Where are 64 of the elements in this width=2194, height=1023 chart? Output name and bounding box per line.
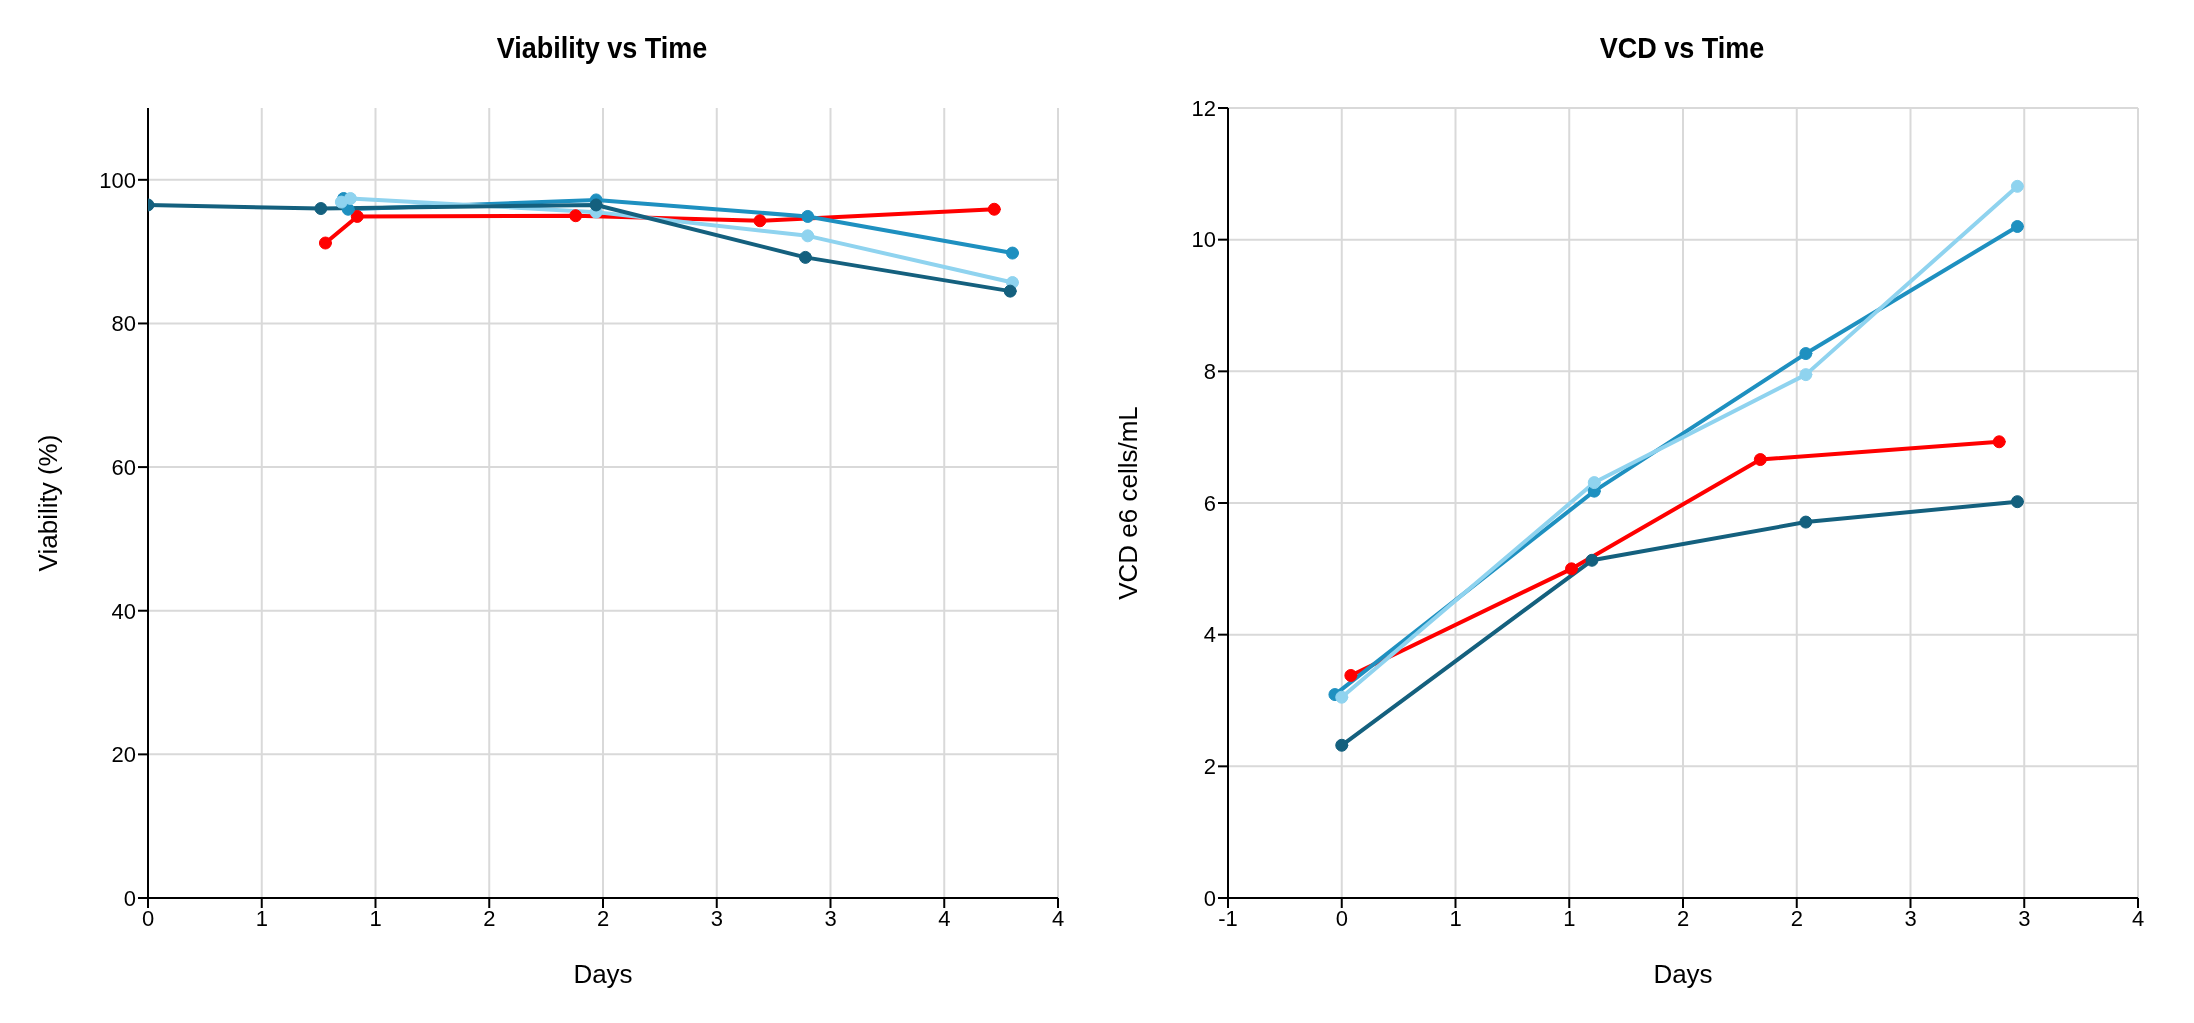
x-tick-label: 4 (1051, 905, 1065, 931)
point (589, 198, 603, 212)
point (343, 191, 357, 205)
x-tick-label: 1 (369, 905, 382, 931)
point (1335, 690, 1349, 704)
point (1565, 562, 1579, 576)
x-tick-label: 4 (938, 905, 951, 931)
point (987, 202, 1001, 216)
y-tick-label: 12 (1191, 95, 1216, 121)
point (1799, 515, 1813, 529)
point (2010, 220, 2024, 233)
point (314, 202, 328, 216)
x-tick-label: 2 (1790, 905, 1803, 931)
x-tick-label: 3 (1904, 905, 1917, 931)
x-tick-label: 2 (1676, 905, 1690, 931)
y-tick-label: 4 (1203, 622, 1216, 648)
x-tick-label: 2 (596, 905, 610, 931)
y-tick-label: 80 (111, 311, 136, 337)
point (350, 209, 364, 223)
x-tick-label: 0 (141, 905, 155, 931)
point (1799, 368, 1813, 382)
point (1344, 668, 1358, 682)
y-tick-label: 10 (1191, 227, 1216, 253)
y-tick-label: 0 (123, 885, 136, 911)
point (318, 236, 332, 250)
y-tick-label: 20 (111, 742, 136, 768)
point (1587, 476, 1601, 490)
x-tick-label: 2 (483, 905, 496, 931)
y-tick-label: 0 (1203, 885, 1216, 911)
y-axis-title: Viability (%) (33, 434, 64, 572)
x-axis-title: Days (573, 959, 633, 989)
x-tick-label: 3 (824, 905, 837, 931)
point (1992, 435, 2006, 449)
x-tick-label: 1 (255, 905, 268, 931)
point (1335, 738, 1349, 752)
x-tick-label: 1 (1449, 905, 1462, 931)
point (753, 214, 767, 228)
y-tick-label: 40 (111, 598, 136, 624)
y-tick-label: 100 (99, 167, 136, 193)
point (569, 209, 583, 223)
point (1006, 246, 1019, 260)
x-tick-label: 0 (1335, 905, 1348, 931)
point (2010, 495, 2024, 509)
point (801, 209, 815, 223)
x-tick-label: 4 (2131, 905, 2145, 931)
point (798, 250, 812, 264)
chart-title: Viability vs Time (495, 30, 709, 66)
chart-title: VCD vs Time (1598, 30, 1766, 66)
y-axis-title: VCD e6 cells/mL (1113, 406, 1144, 600)
x-tick-label: 1 (1563, 905, 1576, 931)
y-tick-label: 6 (1203, 490, 1216, 516)
point (1753, 453, 1767, 467)
point (801, 229, 815, 243)
y-tick-label: 2 (1203, 754, 1216, 780)
point (1003, 284, 1017, 298)
x-tick-label: 3 (2018, 905, 2031, 931)
x-axis-title: Days (1653, 959, 1713, 989)
x-tick-label: -1 (1218, 905, 1238, 931)
x-tick-label: 3 (710, 905, 723, 931)
point (1585, 553, 1599, 567)
y-tick-label: 8 (1203, 359, 1216, 385)
point (2010, 179, 2024, 193)
y-tick-label: 60 (111, 454, 136, 480)
point (1799, 347, 1813, 361)
